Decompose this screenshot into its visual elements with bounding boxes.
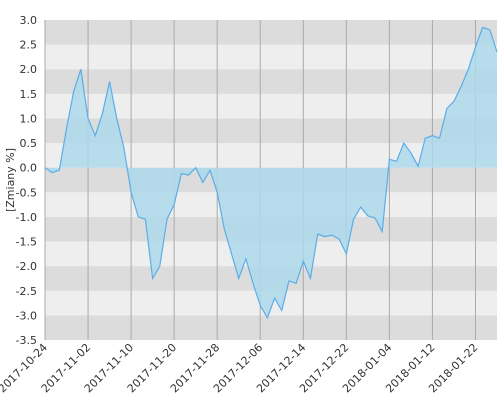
y-tick-label: 0.5 bbox=[20, 137, 38, 150]
y-tick-label: -2.5 bbox=[16, 285, 37, 298]
grid-band bbox=[45, 93, 497, 119]
grid-band bbox=[45, 315, 497, 340]
y-tick-label: 3.0 bbox=[20, 14, 38, 27]
grid-band bbox=[45, 69, 497, 94]
y-tick-label: 1.0 bbox=[20, 112, 38, 125]
y-tick-label: -3.0 bbox=[16, 309, 37, 322]
y-tick-label: 2.0 bbox=[20, 63, 38, 76]
y-tick-label: -3.5 bbox=[16, 334, 37, 347]
y-tick-label: 1.5 bbox=[20, 88, 38, 101]
grid-band bbox=[45, 44, 497, 70]
y-tick-label: -2.0 bbox=[16, 260, 37, 273]
area bbox=[45, 27, 497, 318]
y-tick-label: 2.5 bbox=[20, 39, 38, 52]
grid-band bbox=[45, 20, 497, 45]
y-tick-label: -1.0 bbox=[16, 211, 37, 224]
line bbox=[44, 26, 498, 320]
y-tick-label: -1.5 bbox=[16, 236, 37, 249]
y-tick-label: 0.0 bbox=[20, 162, 38, 175]
y-axis-label: [Zmiany %] bbox=[4, 148, 17, 212]
y-tick-label: -0.5 bbox=[16, 186, 37, 199]
